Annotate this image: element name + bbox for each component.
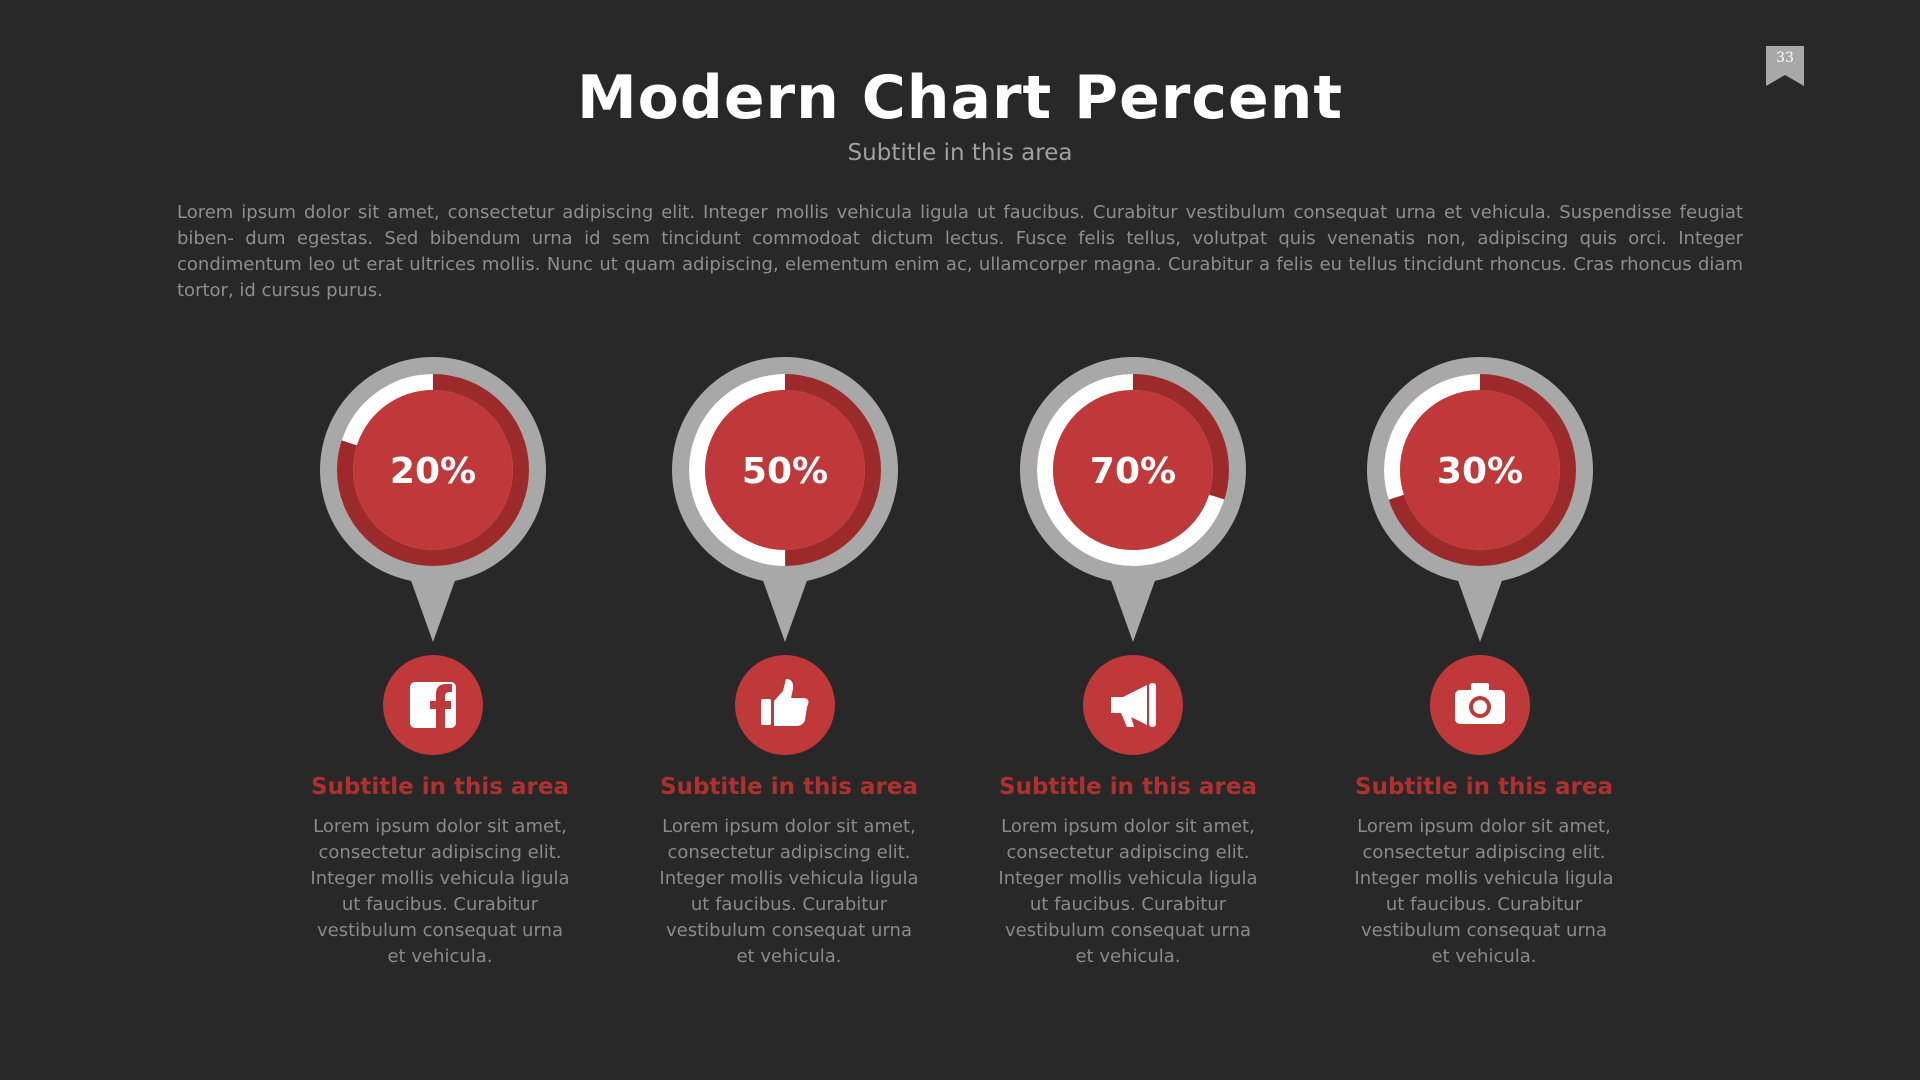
- percent-disc: [1053, 390, 1213, 550]
- progress-arc: [689, 374, 881, 566]
- percent-disc: [353, 390, 513, 550]
- page-number-badge: 33: [1766, 46, 1804, 86]
- feature-card: Subtitle in this area Lorem ipsum dolor …: [1339, 0, 1629, 1080]
- card-description: Lorem ipsum dolor sit amet, consectetur …: [998, 816, 1258, 967]
- card-subtitle: Subtitle in this area: [660, 774, 918, 800]
- page-number: 33: [1776, 50, 1794, 66]
- facebook-icon: [383, 655, 483, 755]
- card-subtitle: Subtitle in this area: [311, 774, 569, 800]
- percent-pin: 70%: [1020, 357, 1246, 755]
- progress-arc: [337, 374, 529, 566]
- progress-arc: [1384, 374, 1576, 566]
- percent-label: 70%: [1090, 451, 1176, 492]
- thumbs-up-icon: [735, 655, 835, 755]
- pin-pointer: [1109, 575, 1157, 642]
- percent-label: 50%: [742, 451, 828, 492]
- card-description: Lorem ipsum dolor sit amet, consectetur …: [659, 816, 919, 967]
- card-description: Lorem ipsum dolor sit amet, consectetur …: [310, 816, 570, 967]
- page-subtitle: Subtitle in this area: [847, 140, 1073, 166]
- bookmark-icon: [1766, 46, 1804, 86]
- feature-card: Subtitle in this area Lorem ipsum dolor …: [295, 0, 585, 1080]
- percent-pin: 20%: [320, 357, 546, 755]
- feature-card: Subtitle in this area Lorem ipsum dolor …: [644, 0, 934, 1080]
- card-subtitle: Subtitle in this area: [1355, 774, 1613, 800]
- percent-disc: [1400, 390, 1560, 550]
- percent-label: 20%: [390, 451, 476, 492]
- camera-icon: [1430, 655, 1530, 755]
- pin-pointer: [761, 575, 809, 642]
- percent-pin: 50%: [672, 357, 898, 755]
- intro-paragraph: Lorem ipsum dolor sit amet, consectetur …: [177, 202, 1743, 301]
- percent-pin: 30%: [1367, 357, 1593, 755]
- megaphone-icon: [1083, 655, 1183, 755]
- feature-card: Subtitle in this area Lorem ipsum dolor …: [983, 0, 1273, 1080]
- progress-arc: [1037, 374, 1229, 566]
- pin-pointer: [1456, 575, 1504, 642]
- card-subtitle: Subtitle in this area: [999, 774, 1257, 800]
- pin-pointer: [409, 575, 457, 642]
- page-title: Modern Chart Percent: [576, 63, 1344, 133]
- card-description: Lorem ipsum dolor sit amet, consectetur …: [1354, 816, 1614, 967]
- percent-disc: [705, 390, 865, 550]
- percent-label: 30%: [1437, 451, 1523, 492]
